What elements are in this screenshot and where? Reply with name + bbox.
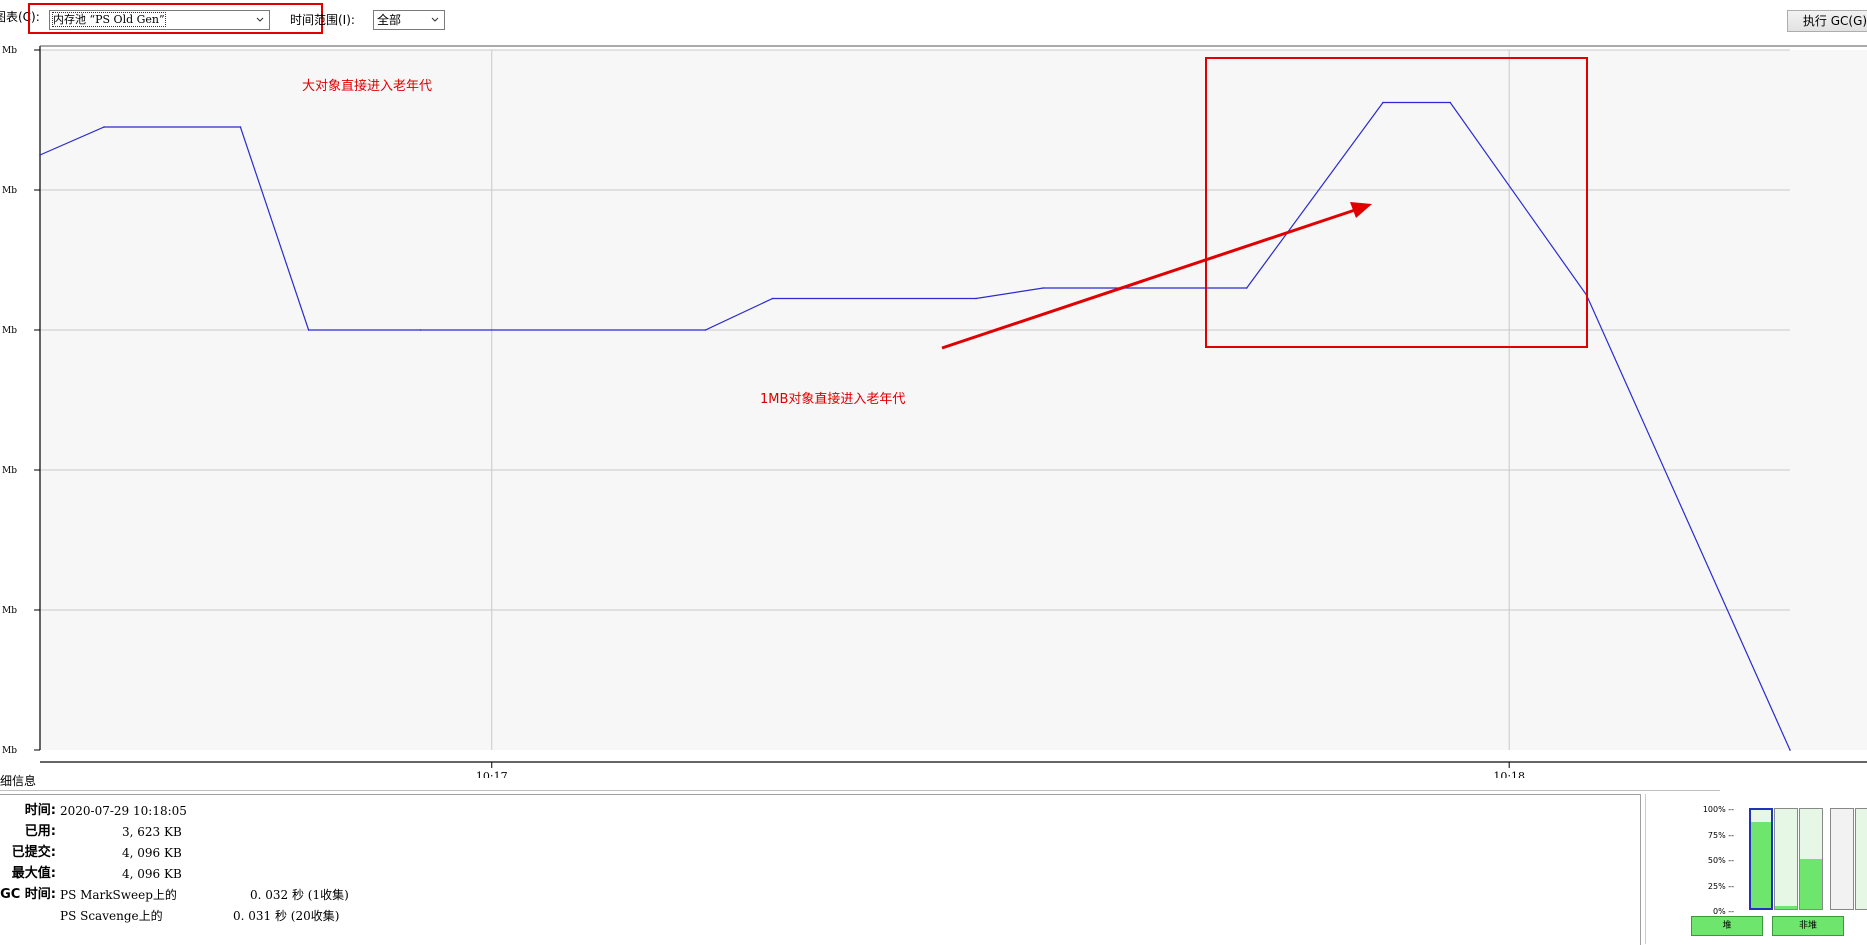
plot-background bbox=[40, 50, 1867, 750]
gc-collector-time: 0. 031 秒 (20收集) bbox=[233, 909, 340, 923]
data-point bbox=[771, 297, 774, 300]
divider bbox=[0, 790, 1720, 791]
pct-label: 100% -- bbox=[1702, 805, 1734, 814]
chevron-down-icon bbox=[431, 17, 439, 22]
pct-label: 50% -- bbox=[1707, 856, 1734, 865]
chevron-down-icon bbox=[256, 17, 264, 22]
chart-select-value: 内存池 “PS Old Gen” bbox=[52, 12, 166, 27]
pool-bar-nonheap-2[interactable] bbox=[1855, 808, 1867, 910]
data-point bbox=[1789, 749, 1791, 751]
data-point bbox=[103, 126, 105, 128]
detail-value: 4, 096 KB bbox=[122, 846, 182, 860]
pool-bar-heap-2[interactable] bbox=[1774, 808, 1798, 910]
data-point bbox=[704, 329, 707, 331]
annotation-large-object: 大对象直接进入老年代 bbox=[302, 78, 432, 94]
detail-label: 时间: bbox=[24, 803, 56, 818]
detail-value: 4, 096 KB bbox=[122, 867, 182, 881]
detail-value: 2020-07-29 10:18:05 bbox=[60, 804, 187, 818]
details-title: 详细信息 bbox=[0, 774, 37, 788]
heap-button[interactable]: 堆 bbox=[1691, 916, 1763, 936]
pool-bar-heap-1[interactable] bbox=[1749, 808, 1773, 910]
pool-bar-heap-3[interactable] bbox=[1799, 808, 1823, 910]
annotation-arrowhead bbox=[1350, 202, 1372, 218]
detail-label: 最大值: bbox=[11, 866, 56, 881]
pct-label: 75% -- bbox=[1707, 831, 1734, 840]
highlight-box bbox=[1205, 57, 1588, 348]
pool-fill bbox=[1775, 906, 1797, 909]
pool-bar-nonheap-1[interactable] bbox=[1830, 808, 1854, 910]
gc-collector-time: 0. 032 秒 (1收集) bbox=[250, 888, 349, 902]
data-point bbox=[975, 297, 977, 300]
annotation-arrow-line bbox=[941, 207, 1359, 350]
chart-select-highlight bbox=[28, 3, 323, 34]
x-tick-label: 10:18 bbox=[1493, 770, 1525, 778]
annotation-1mb-object: 1MB对象直接进入老年代 bbox=[760, 391, 905, 407]
memory-chart: Mb Mb Mb Mb Mb Mb 10:17 10:18 大对象直接进入老年代 1MB对象直… bbox=[2, 45, 1867, 778]
gc-collector-name: PS Scavenge上的 bbox=[60, 909, 163, 923]
gc-collector-name: PS MarkSweep上的 bbox=[60, 888, 177, 902]
y-tick-label: Mb bbox=[2, 606, 17, 616]
perform-gc-button[interactable]: 执行 GC(G) bbox=[1787, 10, 1867, 32]
range-label: 时间范围(I): bbox=[290, 13, 355, 27]
y-tick-label: Mb bbox=[2, 466, 17, 476]
data-point bbox=[1245, 287, 1248, 289]
ticks: Mb Mb Mb Mb Mb Mb 10:17 10:18 bbox=[2, 46, 1525, 778]
detail-value: 3, 623 KB bbox=[122, 825, 182, 839]
data-point bbox=[239, 126, 242, 128]
pool-fill bbox=[1800, 859, 1822, 909]
series-line bbox=[39, 101, 1791, 751]
y-tick-label: Mb bbox=[2, 46, 17, 56]
detail-label: 已提交: bbox=[11, 845, 56, 860]
data-point bbox=[419, 329, 422, 331]
data-point bbox=[1042, 287, 1044, 289]
range-select[interactable]: 全部 bbox=[373, 10, 445, 30]
data-point bbox=[307, 329, 310, 331]
y-tick-label: Mb bbox=[2, 326, 17, 336]
data-point bbox=[39, 154, 41, 156]
details-panel: 时间: 2020-07-29 10:18:05 已用: 3, 623 KB 已提… bbox=[0, 794, 1641, 945]
y-tick-label: Mb bbox=[2, 186, 17, 196]
nonheap-button[interactable]: 非堆 bbox=[1772, 916, 1844, 936]
data-point bbox=[1449, 101, 1451, 104]
x-tick-label: 10:17 bbox=[476, 770, 508, 778]
detail-label: 已用: bbox=[24, 824, 56, 839]
pct-label: 25% -- bbox=[1707, 882, 1734, 891]
series-used bbox=[39, 101, 1791, 751]
axes bbox=[39, 45, 1867, 763]
detail-label: GC 时间: bbox=[0, 887, 56, 902]
data-point bbox=[1382, 101, 1384, 104]
pool-fill bbox=[1751, 821, 1771, 908]
pct-label: 0% -- bbox=[1712, 907, 1734, 916]
range-select-value: 全部 bbox=[377, 13, 402, 27]
chart-select[interactable]: 内存池 “PS Old Gen” bbox=[49, 10, 270, 30]
y-tick-label: Mb bbox=[2, 746, 17, 756]
